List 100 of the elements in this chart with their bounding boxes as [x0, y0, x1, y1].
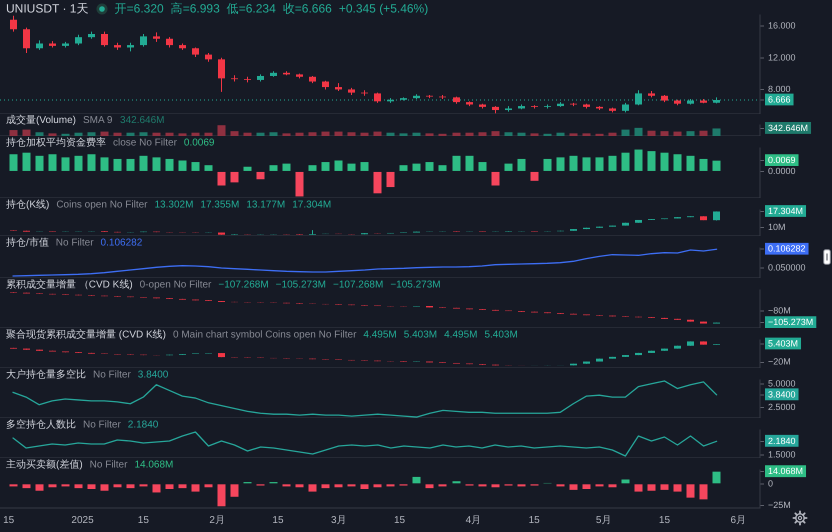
- bar: [608, 484, 616, 488]
- bar: [556, 157, 564, 171]
- bar: [452, 132, 460, 136]
- bar: [192, 162, 200, 171]
- bar: [322, 484, 330, 488]
- bar: [660, 152, 668, 171]
- bar: [712, 160, 720, 171]
- bar: [504, 132, 512, 136]
- annotation: 低=6.234: [226, 2, 276, 16]
- y-tick-label: 0.0000: [768, 166, 796, 176]
- bar: [62, 157, 70, 171]
- y-tick-label: 0.106282: [768, 244, 806, 254]
- y-tick-label: −105.273M: [768, 317, 814, 328]
- bar: [530, 133, 538, 136]
- bar: [218, 484, 226, 506]
- bar: [88, 484, 96, 489]
- bar: [412, 476, 420, 484]
- bar: [322, 162, 330, 171]
- bar: [386, 132, 394, 136]
- annotation: 收=6.666: [282, 2, 332, 16]
- bar: [674, 154, 682, 171]
- chart-title: 聚合现货累积成交量增量 (CVD K线): [6, 328, 166, 340]
- bar: [192, 484, 200, 492]
- bar: [686, 156, 694, 171]
- bar: [518, 158, 526, 171]
- x-tick-label: 15: [528, 514, 540, 526]
- bar: [308, 484, 316, 492]
- y-tick-label: 8.000: [768, 84, 791, 94]
- bar: [166, 132, 174, 136]
- bar: [36, 484, 44, 491]
- bar: [360, 132, 368, 136]
- chart-title: 大户持仓量多空比: [6, 368, 86, 380]
- bar: [660, 131, 668, 136]
- bar: [204, 132, 212, 136]
- bar: [282, 133, 290, 136]
- bar: [166, 158, 174, 171]
- bar: [648, 130, 656, 136]
- bar: [270, 165, 278, 171]
- bar: [74, 132, 82, 136]
- annotation: 2.1840: [128, 420, 159, 430]
- bar: [608, 132, 616, 136]
- bar: [348, 164, 356, 171]
- y-tick-label: 2.1840: [768, 436, 796, 446]
- annotation: 13.302M: [154, 200, 194, 210]
- bar: [48, 484, 56, 488]
- bar: [204, 484, 212, 488]
- bar: [308, 132, 316, 136]
- chart-subtitle: No Filter: [83, 420, 122, 430]
- bar: [426, 162, 434, 171]
- bar: [152, 157, 160, 171]
- bar: [412, 132, 420, 136]
- bar: [608, 156, 616, 171]
- annotation: 0.0069: [184, 138, 215, 148]
- annotation: −107.268M: [333, 280, 384, 290]
- bar: [556, 132, 564, 136]
- bar: [334, 484, 342, 488]
- bar: [582, 484, 590, 489]
- annotation: 高=6.993: [170, 2, 220, 16]
- bar: [308, 165, 316, 171]
- bar: [296, 484, 304, 488]
- bar: [582, 133, 590, 136]
- bar: [400, 165, 408, 171]
- x-tick-label: 3月: [330, 514, 347, 526]
- bar: [674, 132, 682, 136]
- candlestick: [361, 90, 368, 96]
- annotation: 342.646M: [120, 115, 165, 126]
- bar: [36, 132, 44, 136]
- bar: [230, 131, 238, 136]
- y-tick-label: 3.8400: [768, 389, 796, 400]
- bar: [218, 125, 226, 136]
- y-tick-label: 17.304M: [768, 206, 804, 216]
- chart-subtitle: Coins open No Filter: [56, 200, 148, 210]
- bar: [22, 152, 30, 171]
- chart-title: 成交量(Volume): [6, 114, 76, 126]
- bar: [270, 132, 278, 136]
- bar: [530, 172, 538, 181]
- annotation: 0.106282: [100, 238, 143, 248]
- annotation: −105.273M: [390, 280, 441, 290]
- bar: [10, 130, 18, 136]
- bar: [478, 132, 486, 136]
- bar: [256, 132, 264, 136]
- bar: [700, 130, 708, 136]
- y-tick-label: 16.000: [768, 20, 796, 31]
- bar: [152, 484, 160, 492]
- bar: [334, 132, 342, 136]
- bar: [48, 133, 56, 136]
- bar: [504, 164, 512, 171]
- bar: [100, 157, 108, 171]
- bar: [152, 132, 160, 136]
- bar: [686, 484, 694, 498]
- bar: [426, 484, 434, 488]
- bar: [192, 132, 200, 136]
- bar: [622, 152, 630, 171]
- bar: [700, 158, 708, 171]
- annotation: 4.495M: [444, 330, 478, 340]
- bar: [166, 484, 174, 489]
- bar: [244, 132, 252, 136]
- y-tick-label: 342.646M: [768, 122, 808, 133]
- bar: [426, 133, 434, 136]
- bar: [114, 484, 122, 488]
